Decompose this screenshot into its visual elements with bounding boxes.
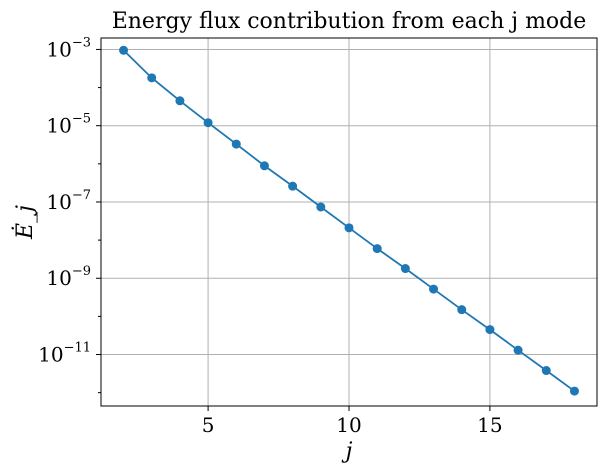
data-point — [372, 244, 382, 254]
grid — [101, 38, 597, 406]
y-tick-label: 10−5 — [46, 112, 91, 138]
data-point — [457, 305, 467, 315]
data-point — [231, 139, 241, 149]
x-axis-label: j — [341, 439, 353, 464]
data-point — [400, 264, 410, 274]
x-tick-label: 15 — [477, 413, 502, 437]
data-point — [259, 161, 269, 171]
data-point — [288, 181, 298, 191]
y-tick-label: 10−11 — [38, 341, 91, 367]
data-point — [147, 73, 157, 83]
x-tick-label: 5 — [202, 413, 215, 437]
data-point — [175, 96, 185, 106]
y-tick-label: 10−3 — [46, 35, 91, 61]
data-point — [541, 366, 551, 376]
y-tick-label: 10−7 — [46, 188, 91, 214]
data-point — [316, 202, 326, 212]
data-point — [569, 386, 579, 396]
data-point — [119, 45, 129, 55]
chart-title: Energy flux contribution from each j mod… — [112, 9, 587, 34]
data-point — [203, 118, 213, 128]
x-tick-label: 10 — [336, 413, 361, 437]
data-point — [344, 223, 354, 233]
ticks: 5 10 15 10−11 10−9 10−7 10−5 10−3 — [38, 35, 503, 437]
y-axis-label: Ė_j — [11, 205, 38, 240]
data-point — [485, 325, 495, 335]
series-markers — [119, 45, 579, 396]
data-point — [513, 345, 523, 355]
data-point — [429, 284, 439, 294]
y-tick-label: 10−9 — [46, 264, 91, 290]
